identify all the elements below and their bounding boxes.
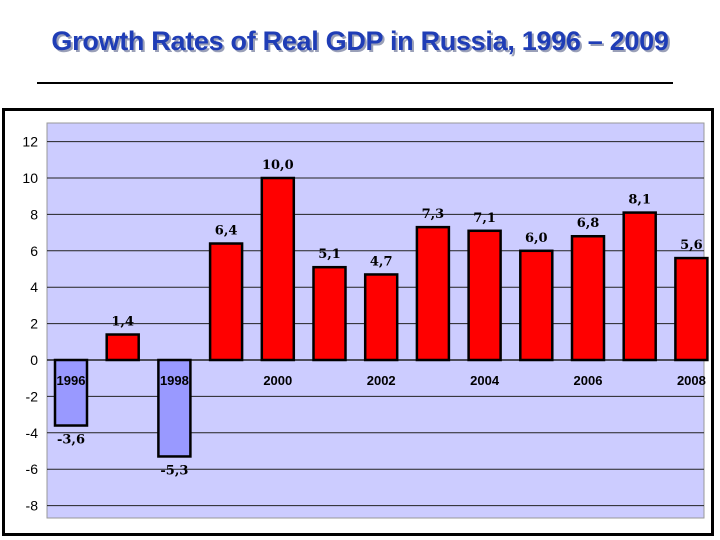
- bar-2002: [363, 273, 399, 362]
- data-label: 6,4: [215, 224, 238, 239]
- data-label: 6,8: [577, 216, 600, 231]
- bar-2004: [467, 229, 502, 362]
- y-tick-label: 4: [30, 279, 38, 295]
- y-tick-label: 10: [22, 170, 38, 186]
- data-label: 5,6: [680, 238, 703, 253]
- bar-1999: [208, 242, 244, 362]
- y-tick-label: 12: [22, 134, 38, 150]
- bar-1997: [105, 333, 140, 362]
- category-label: 1998: [160, 373, 189, 388]
- bar-2007: [622, 211, 657, 362]
- y-tick-label: 0: [30, 352, 38, 368]
- bar-2001: [312, 265, 347, 362]
- bar-2006: [570, 234, 606, 362]
- bar-2005: [519, 249, 554, 362]
- y-tick-label: -6: [26, 461, 39, 477]
- category-label: 1996: [57, 373, 86, 388]
- y-tick-label: -4: [26, 425, 39, 441]
- data-label: -3,6: [57, 433, 85, 448]
- data-label: -5,3: [160, 463, 188, 478]
- chart-title: Growth Rates of Real GDP in Russia, 1996…: [51, 26, 669, 56]
- y-tick-label: 2: [30, 316, 38, 332]
- bar-2003: [415, 225, 451, 362]
- bar-1996: [53, 358, 89, 427]
- data-label: 7,1: [473, 211, 496, 226]
- title-underline: [37, 82, 673, 84]
- y-tick-label: 8: [30, 206, 38, 222]
- data-label: 6,0: [525, 231, 548, 246]
- y-axis-ticks: 12 10 8 6 4 2 0 -2 -4 -6 -8: [22, 134, 38, 514]
- data-label: 7,3: [422, 207, 445, 222]
- category-label: 2006: [574, 373, 603, 388]
- bar-2000: [260, 176, 296, 362]
- y-tick-label: -2: [26, 388, 39, 404]
- data-label: 10,0: [262, 158, 294, 173]
- bar-1998: [157, 358, 192, 458]
- category-label: 2004: [470, 373, 500, 388]
- category-label: 2000: [263, 373, 292, 388]
- category-label: 2008: [677, 373, 706, 388]
- category-labels: 19961998200020022004200620082009: [57, 373, 706, 388]
- bars: [53, 176, 709, 458]
- y-tick-label: -8: [26, 498, 39, 514]
- data-labels: -3,6 1,4 -5,3 6,4 10,0 5,1 4,7 7,3 7,1 6,0 6,8 8,1 5…: [57, 158, 703, 478]
- category-label: 2002: [367, 373, 396, 388]
- data-label: 1,4: [111, 315, 134, 330]
- data-label: 8,1: [628, 193, 651, 208]
- bar-2008: [674, 256, 709, 362]
- y-tick-label: 6: [30, 243, 38, 259]
- data-label: 5,1: [318, 247, 341, 262]
- data-label: 4,7: [370, 254, 393, 269]
